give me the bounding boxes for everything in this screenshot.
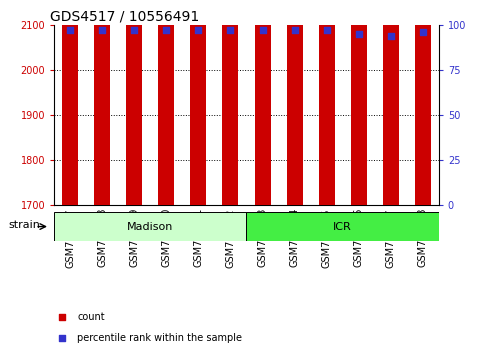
Bar [158, 0, 175, 205]
Bar [94, 0, 110, 205]
Point [58, 336, 66, 341]
Point [162, 27, 170, 33]
Point [258, 27, 266, 33]
Text: count: count [77, 312, 105, 322]
Bar [254, 0, 271, 205]
Point [354, 31, 362, 37]
Text: GDS4517 / 10556491: GDS4517 / 10556491 [50, 10, 200, 24]
FancyBboxPatch shape [54, 212, 246, 241]
Text: Madison: Madison [127, 222, 174, 232]
Bar [383, 0, 399, 205]
Text: ICR: ICR [333, 222, 352, 232]
Bar [415, 0, 431, 205]
Point [130, 27, 138, 33]
Point [419, 29, 426, 35]
Point [387, 33, 394, 39]
Text: strain: strain [8, 220, 40, 230]
Point [98, 27, 106, 33]
Bar [222, 0, 239, 205]
Point [322, 27, 330, 33]
Point [58, 314, 66, 320]
Point [226, 27, 234, 33]
Bar [62, 0, 78, 205]
Bar [286, 0, 303, 205]
Text: percentile rank within the sample: percentile rank within the sample [77, 333, 242, 343]
Point [66, 27, 74, 33]
FancyBboxPatch shape [246, 212, 439, 241]
Bar [318, 0, 335, 205]
Bar [351, 0, 367, 205]
Bar [126, 0, 142, 205]
Bar [190, 0, 207, 205]
Point [290, 27, 298, 33]
Point [194, 27, 202, 33]
